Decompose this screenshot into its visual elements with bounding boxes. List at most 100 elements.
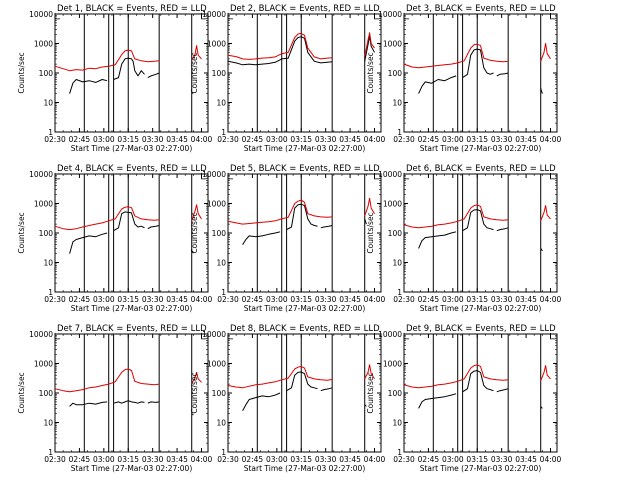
x-tick-label: 03:00 [442, 135, 464, 144]
y-tick-label: 1 [48, 128, 53, 137]
lld-series-line [227, 32, 333, 60]
y-tick-label: 1000 [383, 360, 402, 369]
y-axis-label: Counts/sec [366, 372, 375, 413]
x-tick-label: 02:45 [418, 135, 440, 144]
x-tick-label: 02:30 [393, 455, 415, 464]
y-tick-label: 1 [48, 288, 53, 297]
events-series-line [286, 371, 318, 392]
x-tick-label: 03:30 [491, 455, 513, 464]
corner-marker [54, 332, 60, 340]
x-tick-label: 02:30 [217, 455, 239, 464]
x-tick-label: 02:30 [393, 295, 415, 304]
y-tick-label: 100 [39, 69, 54, 78]
corner-marker [374, 332, 380, 340]
corner-marker [201, 332, 207, 340]
corner-marker [374, 172, 380, 180]
x-tick-label: 03:15 [117, 455, 139, 464]
lld-series-line [54, 206, 160, 231]
x-tick-label: 02:45 [418, 455, 440, 464]
panel-title: Det 4, BLACK = Events, RED = LLD [57, 164, 207, 174]
detector-panel-9: Det 9, BLACK = Events, RED = LLD 1 10 100 10… [366, 324, 562, 473]
y-tick-label: 100 [388, 389, 403, 398]
x-tick-label: 03:15 [290, 295, 312, 304]
x-tick-label: 03:00 [93, 455, 115, 464]
x-tick-label: 04:00 [191, 455, 213, 464]
plot-frame [54, 173, 209, 293]
x-tick-label: 03:45 [515, 455, 537, 464]
events-series-line [191, 91, 194, 95]
x-tick-label: 03:45 [515, 295, 537, 304]
corner-marker [54, 12, 60, 20]
events-series-line [69, 401, 108, 407]
x-axis-label: Start Time (27-Mar-03 02:27:00) [71, 464, 193, 473]
plot-frame [227, 173, 382, 293]
y-tick-label: 10000 [378, 330, 402, 339]
x-axis-label: Start Time (27-Mar-03 02:27:00) [420, 144, 542, 153]
y-tick-label: 1 [221, 288, 226, 297]
lld-series-line [540, 365, 551, 381]
events-series-line [540, 248, 543, 252]
events-series-line [69, 232, 108, 254]
events-series-line [320, 225, 333, 229]
y-tick-label: 1 [397, 128, 402, 137]
detector-panel-4: Det 4, BLACK = Events, RED = LLD 1 10 100 10… [17, 164, 213, 313]
events-series-line [147, 72, 160, 79]
y-tick-label: 1 [397, 288, 402, 297]
x-tick-label: 03:15 [466, 135, 488, 144]
y-tick-label: 10 [392, 419, 402, 428]
events-series-line [191, 250, 194, 253]
detector-panel-3: Det 3, BLACK = Events, RED = LLD 1 10 100 10… [366, 4, 562, 153]
x-tick-label: 03:15 [290, 135, 312, 144]
x-axis-label: Start Time (27-Mar-03 02:27:00) [420, 464, 542, 473]
y-tick-label: 1000 [383, 200, 402, 209]
y-tick-label: 10000 [378, 10, 402, 19]
y-tick-label: 100 [212, 229, 227, 238]
corner-marker [227, 12, 233, 20]
y-tick-label: 1000 [207, 200, 226, 209]
y-tick-label: 10000 [202, 170, 226, 179]
x-tick-label: 02:45 [242, 455, 264, 464]
detector-panel-6: Det 6, BLACK = Events, RED = LLD 1 10 100 10… [366, 164, 562, 313]
x-tick-label: 04:00 [364, 455, 386, 464]
events-series-line [496, 388, 509, 393]
x-axis-label: Start Time (27-Mar-03 02:27:00) [244, 304, 366, 313]
y-tick-label: 10 [43, 99, 53, 108]
corner-marker [54, 172, 60, 180]
panel-title: Det 9, BLACK = Events, RED = LLD [406, 324, 556, 334]
x-tick-label: 02:30 [393, 135, 415, 144]
x-tick-label: 03:45 [166, 135, 188, 144]
y-tick-label: 1000 [207, 360, 226, 369]
x-tick-label: 03:00 [93, 295, 115, 304]
events-series-line [364, 218, 367, 225]
y-tick-label: 10 [43, 419, 53, 428]
y-tick-label: 1000 [34, 40, 53, 49]
y-tick-label: 1000 [34, 360, 53, 369]
lld-series-line [364, 32, 375, 57]
x-tick-label: 03:30 [142, 135, 164, 144]
y-axis-label: Counts/sec [366, 212, 375, 253]
y-tick-label: 10 [216, 259, 226, 268]
x-tick-label: 02:30 [217, 295, 239, 304]
panel-title: Det 3, BLACK = Events, RED = LLD [406, 4, 556, 14]
x-tick-label: 04:00 [540, 295, 562, 304]
x-tick-label: 03:30 [142, 455, 164, 464]
x-axis-label: Start Time (27-Mar-03 02:27:00) [71, 144, 193, 153]
y-tick-label: 10000 [29, 10, 53, 19]
x-tick-label: 02:30 [217, 135, 239, 144]
y-tick-label: 10000 [202, 330, 226, 339]
panel-title: Det 5, BLACK = Events, RED = LLD [230, 164, 380, 174]
x-tick-label: 02:45 [69, 455, 91, 464]
y-tick-label: 1000 [207, 40, 226, 49]
lld-series-line [540, 43, 551, 62]
detector-panel-2: Det 2, BLACK = Events, RED = LLD 1 10 100 10… [190, 4, 386, 153]
lld-series-line [191, 204, 202, 221]
y-tick-label: 1 [221, 128, 226, 137]
lld-series-line [403, 43, 509, 69]
events-series-line [191, 413, 194, 416]
y-tick-label: 100 [388, 229, 403, 238]
x-tick-label: 03:30 [315, 455, 337, 464]
events-series-line [540, 88, 543, 94]
x-tick-label: 03:45 [339, 455, 361, 464]
x-tick-label: 03:45 [515, 135, 537, 144]
